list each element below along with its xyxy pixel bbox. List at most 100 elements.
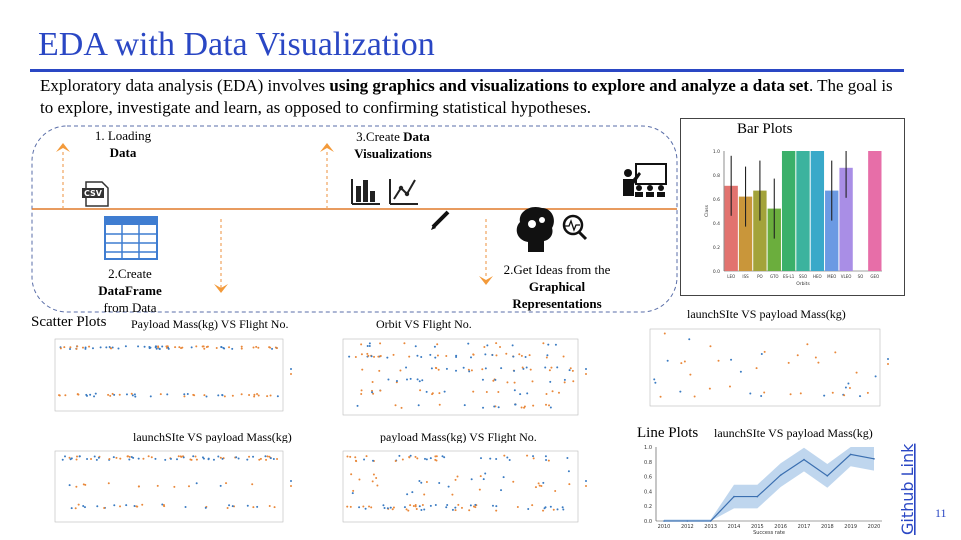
scatter-point — [796, 354, 799, 357]
scatter-point — [264, 455, 267, 458]
scatter-point — [273, 506, 276, 509]
scatter-point — [173, 485, 176, 488]
x-axis-label: Orbits — [796, 281, 810, 287]
scatter-point — [177, 455, 180, 458]
scatter-point — [128, 455, 131, 458]
scatter-point — [708, 387, 711, 390]
scatter-point — [272, 457, 275, 460]
intro-paragraph: Exploratory data analysis (EDA) involves… — [40, 75, 900, 119]
scatter-point — [351, 492, 354, 495]
y-tick-label: 1.0 — [713, 149, 720, 155]
scatter-point — [132, 456, 135, 459]
x-tick-label: 2018 — [821, 524, 834, 530]
scatter-point — [382, 504, 385, 507]
scatter-point — [847, 382, 850, 385]
scatter-point — [438, 403, 441, 406]
scatter-point — [418, 505, 421, 508]
scatter-point — [126, 455, 129, 458]
scatter-point — [659, 395, 662, 398]
scatter-point — [240, 393, 243, 396]
scatter-point — [554, 343, 557, 346]
scatter-point — [562, 355, 565, 358]
intro-text-2: . The goal is to explore, investigate an… — [40, 76, 893, 117]
data-point — [733, 495, 735, 498]
step-1-label: 1. Loading Data — [80, 127, 166, 161]
scatter-point — [436, 343, 439, 346]
title-underline — [30, 69, 904, 72]
scatter-point — [69, 458, 72, 461]
step-2-text: 2.Create — [108, 266, 152, 281]
scatter-point — [134, 395, 137, 398]
scatter-point — [730, 358, 733, 361]
scatter-point — [500, 367, 503, 370]
scatter-point — [454, 509, 457, 512]
scatter-point — [187, 485, 190, 488]
scatter-point — [253, 395, 256, 398]
scatter-point — [556, 366, 559, 369]
step-2-bold: DataFrame — [98, 283, 162, 298]
scatter-point — [99, 346, 102, 349]
scatter-point — [125, 393, 128, 396]
scatter-point — [717, 359, 720, 362]
line-chart-icon — [389, 179, 418, 205]
scatter-point — [371, 391, 374, 394]
scatter-point — [418, 479, 421, 482]
scatter-point — [663, 332, 666, 335]
scatter-point — [246, 458, 249, 461]
scatter-point — [760, 353, 763, 356]
step-3-bold-1: Data — [403, 129, 430, 144]
scatter-point — [356, 404, 359, 407]
scatter-plot-2 — [313, 331, 600, 431]
scatter-point — [252, 346, 255, 349]
chevron-up-icon — [56, 143, 70, 152]
scatter-point — [526, 454, 529, 457]
scatter-point — [430, 367, 433, 370]
scatter-point — [133, 504, 136, 507]
scatter-plot-3 — [25, 443, 305, 538]
y-tick-label: 0.6 — [644, 475, 652, 481]
scatter-point — [552, 508, 555, 511]
bar-chart-icon — [351, 179, 380, 205]
scatter-point — [855, 371, 858, 374]
scatter-point — [474, 503, 477, 506]
scatter-point — [128, 458, 131, 461]
line-title: launchSIte VS payload Mass(kg) — [714, 426, 873, 440]
scatter-point — [545, 458, 548, 461]
x-tick-label: GEO — [870, 274, 879, 279]
scatter-point — [368, 345, 371, 348]
scatter-point — [514, 403, 517, 406]
scatter-point — [420, 481, 423, 484]
scatter-point — [568, 483, 571, 486]
step-3-label: 3.Create Data Visualizations — [343, 128, 443, 162]
scatter-point — [491, 353, 494, 356]
legend-marker — [585, 368, 587, 370]
x-tick-label: MEO — [827, 274, 836, 279]
scatter-point — [400, 406, 403, 409]
scatter-point — [235, 456, 238, 459]
scatter-point — [546, 354, 549, 357]
workflow-diagram: CSV — [31, 125, 678, 313]
scatter-point — [518, 353, 521, 356]
scatter-point — [554, 490, 557, 493]
scatter-point — [494, 378, 497, 381]
series-line — [664, 453, 875, 522]
scatter-point — [231, 347, 234, 350]
scatter-point — [469, 356, 472, 359]
github-link[interactable]: Github Link — [895, 442, 925, 537]
slide-title: EDA with Data Visualization — [38, 26, 435, 63]
y-tick-label: 0.4 — [644, 489, 652, 495]
scatter-point — [544, 366, 547, 369]
scatter-point — [64, 394, 67, 397]
scatter-point — [525, 366, 528, 369]
scatter-point — [455, 369, 458, 372]
scatter-point — [206, 345, 209, 348]
scatter-point — [654, 381, 657, 384]
scatter-point — [537, 482, 540, 485]
scatter-point — [497, 390, 500, 393]
step-3-bold-2: Visualizations — [354, 146, 432, 161]
scatter-point — [511, 344, 514, 347]
scatter-point — [420, 509, 423, 512]
data-point — [663, 520, 665, 522]
github-link-text[interactable]: Github Link — [898, 443, 917, 535]
line-chart: 0.0 0.2 0.4 0.6 0.8 1.0 2010 2012 2013 2014 2015 20… — [620, 441, 890, 537]
